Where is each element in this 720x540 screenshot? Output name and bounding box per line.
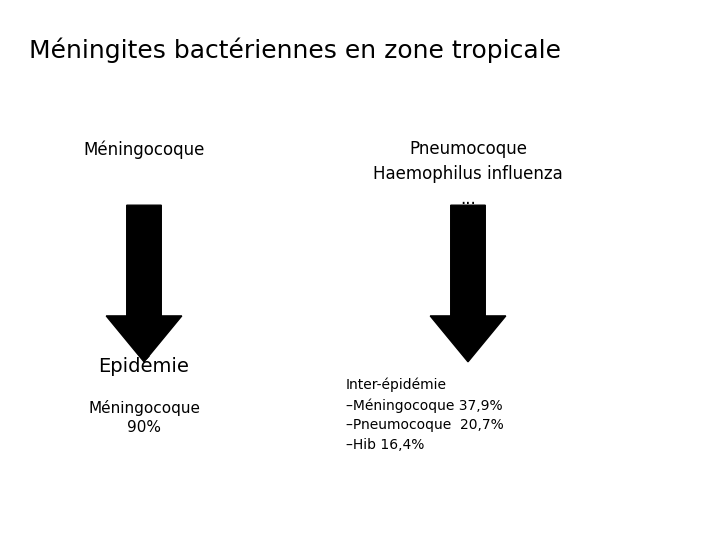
Text: Méningocoque
90%: Méningocoque 90% bbox=[88, 400, 200, 435]
Polygon shape bbox=[431, 205, 505, 362]
Text: Pneumocoque
Haemophilus influenza
...: Pneumocoque Haemophilus influenza ... bbox=[373, 140, 563, 208]
Text: Méningites bactériennes en zone tropicale: Méningites bactériennes en zone tropical… bbox=[29, 38, 561, 63]
Text: Méningocoque: Méningocoque bbox=[84, 140, 204, 159]
Polygon shape bbox=[107, 205, 181, 362]
Text: Inter-épidémie
–Méningocoque 37,9%
–Pneumocoque  20,7%
–Hib 16,4%: Inter-épidémie –Méningocoque 37,9% –Pneu… bbox=[346, 378, 503, 452]
Text: Epidémie: Epidémie bbox=[99, 356, 189, 376]
